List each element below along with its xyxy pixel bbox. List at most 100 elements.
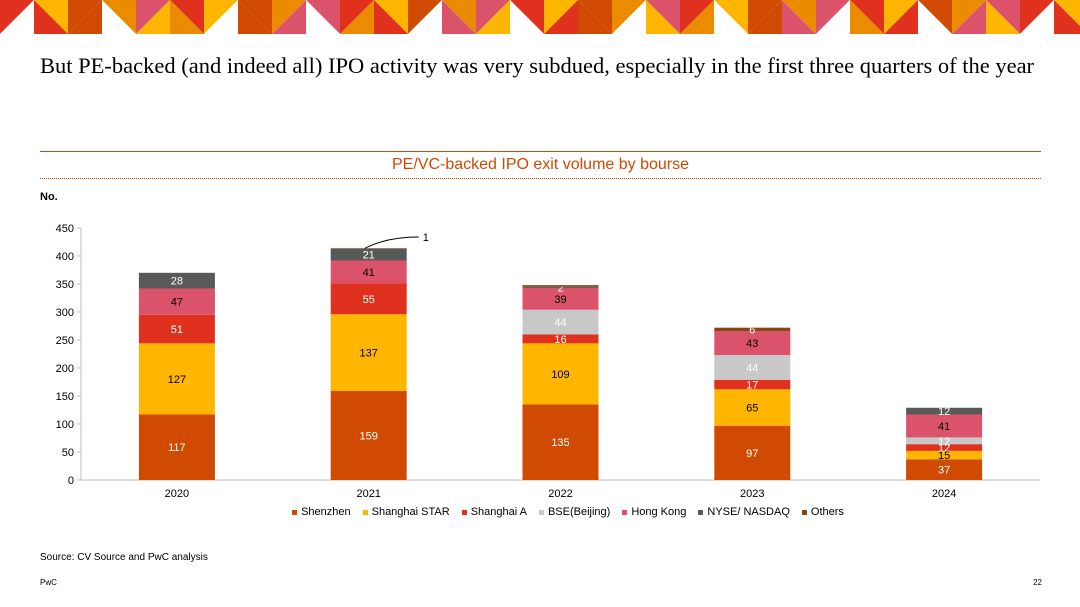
bar-segment-shenzhen — [522, 404, 599, 480]
callout-label: 1 — [423, 232, 429, 244]
data-label: 137 — [360, 348, 378, 360]
bar-segment-others — [330, 248, 407, 249]
y-tick-label: 50 — [62, 447, 74, 459]
bar-segment-nyse-nasdaq — [330, 248, 407, 261]
bar-segment-others — [522, 285, 599, 287]
bar-segment-nyse-nasdaq — [522, 286, 599, 288]
decorative-triangle-banner — [0, 0, 1080, 34]
banner-triangle — [0, 0, 34, 34]
bar-segment-bse-beijing — [522, 309, 599, 335]
data-label: 21 — [363, 250, 375, 262]
y-tick-label: 350 — [56, 279, 74, 291]
banner-triangle — [306, 0, 340, 34]
page-number: 22 — [1033, 578, 1042, 587]
bar-segment-bse-beijing — [714, 355, 791, 380]
footer-brand: PwC — [40, 578, 57, 587]
y-axis-unit-label: No. — [40, 191, 58, 203]
bar-segment-hong-kong — [714, 331, 791, 356]
y-tick-label: 250 — [56, 335, 74, 347]
legend-label: Shenzhen — [301, 506, 351, 518]
data-label: 109 — [551, 369, 569, 381]
banner-triangle — [884, 0, 918, 34]
bar-segment-bse-beijing — [906, 437, 983, 445]
legend-item: Shanghai A — [461, 506, 527, 518]
legend-label: Others — [810, 506, 844, 518]
banner-triangle — [680, 0, 714, 34]
slide-title: But PE-backed (and indeed all) IPO activ… — [40, 53, 1035, 78]
x-category-label: 2020 — [165, 488, 189, 500]
data-label: 39 — [554, 294, 566, 306]
data-label: 97 — [746, 448, 758, 460]
bar-segment-shanghai-a — [330, 283, 407, 315]
banner-triangle — [476, 0, 510, 34]
y-tick-label: 150 — [56, 391, 74, 403]
stacked-bar-chart: 0501001502002503003504004501171275147282… — [56, 223, 1040, 500]
data-label: 17 — [746, 380, 758, 392]
data-label: 41 — [938, 421, 950, 433]
banner-triangle — [68, 0, 102, 34]
y-tick-label: 450 — [56, 223, 74, 235]
y-tick-label: 400 — [56, 251, 74, 263]
legend-label: NYSE/ NASDAQ — [707, 506, 790, 518]
banner-triangle — [340, 0, 374, 34]
bar-segment-shanghai-a — [522, 334, 599, 344]
banner-triangle — [170, 0, 204, 34]
data-label: 12 — [938, 443, 950, 455]
data-label: 6 — [749, 324, 755, 336]
x-category-label: 2022 — [548, 488, 572, 500]
data-label: 15 — [938, 450, 950, 462]
bar-segment-shenzhen — [714, 425, 791, 480]
data-label: 2 — [557, 282, 563, 294]
data-label: 41 — [363, 267, 375, 279]
data-label: 135 — [551, 437, 569, 449]
banner-triangle — [136, 0, 170, 34]
bar-segment-shanghai-star — [522, 343, 599, 405]
banner-triangle — [544, 0, 578, 34]
data-label: 44 — [746, 362, 758, 374]
legend-label: BSE(Beijing) — [547, 506, 611, 518]
bar-segment-hong-kong — [906, 414, 983, 438]
bar-segment-shanghai-star — [138, 343, 215, 415]
chart-title-divider — [40, 178, 1041, 179]
bar-segment-shanghai-star — [714, 389, 791, 426]
x-category-label: 2024 — [932, 488, 956, 500]
banner-triangle — [952, 0, 986, 34]
banner-triangle — [850, 0, 884, 34]
data-label: 55 — [363, 294, 375, 306]
bar-segment-nyse-nasdaq — [138, 272, 215, 289]
bar-segment-shanghai-a — [138, 314, 215, 344]
bar-segment-shenzhen — [330, 390, 407, 480]
banner-triangle — [34, 0, 68, 34]
legend-label: Shanghai STAR — [371, 506, 450, 518]
banner-triangle — [918, 0, 952, 34]
legend-swatch — [801, 509, 807, 515]
data-label: 159 — [360, 430, 378, 442]
banner-triangle — [612, 0, 646, 34]
chart-title: PE/VC-backed IPO exit volume by bourse — [391, 156, 690, 173]
banner-triangle — [204, 0, 238, 34]
banner-triangle — [1020, 0, 1054, 34]
y-tick-label: 200 — [56, 363, 74, 375]
banner-triangle — [408, 0, 442, 34]
banner-triangle — [238, 0, 272, 34]
banner-triangle — [442, 0, 476, 34]
data-label: 16 — [554, 334, 566, 346]
banner-triangle — [578, 0, 612, 34]
callout-leader-line — [364, 236, 419, 249]
bar-segment-hong-kong — [522, 287, 599, 310]
y-tick-label: 300 — [56, 307, 74, 319]
legend-item: Others — [801, 506, 844, 518]
legend-swatch — [538, 509, 544, 515]
y-tick-label: 0 — [68, 475, 74, 487]
bar-segment-shanghai-a — [906, 444, 983, 451]
bar-segment-shenzhen — [138, 414, 215, 480]
legend-swatch — [622, 509, 628, 515]
bar-segment-shenzhen — [906, 459, 983, 480]
source-note: Source: CV Source and PwC analysis — [40, 552, 208, 563]
legend-label: Hong Kong — [631, 506, 687, 518]
bar-segment-others — [714, 327, 791, 332]
data-label: 51 — [171, 324, 183, 336]
banner-triangle — [374, 0, 408, 34]
data-label: 117 — [168, 442, 186, 454]
data-label: 43 — [746, 338, 758, 350]
